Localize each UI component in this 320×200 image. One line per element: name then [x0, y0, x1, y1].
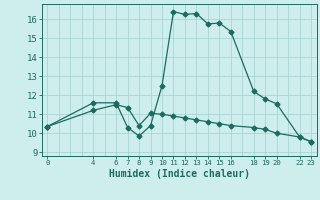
- X-axis label: Humidex (Indice chaleur): Humidex (Indice chaleur): [109, 169, 250, 179]
